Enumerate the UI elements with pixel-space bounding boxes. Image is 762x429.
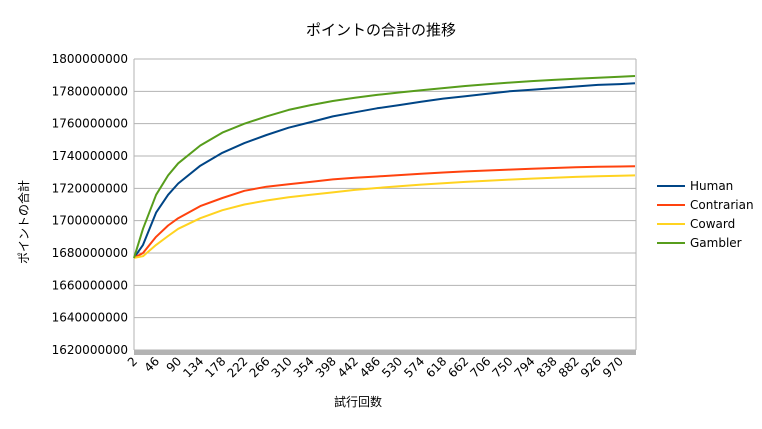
series-line-human [133,82,636,259]
x-tick-label: 486 [357,354,383,380]
legend-label-contrarian: Contrarian [690,198,754,212]
y-tick-label: 1780000000 [52,84,128,98]
x-tick-label: 354 [291,354,317,380]
x-tick-label: 970 [600,354,626,380]
series-lines [133,75,636,259]
x-tick-label: 2 [125,354,140,369]
x-tick-label: 134 [180,354,206,380]
y-tick-label: 1660000000 [52,278,128,292]
x-tick-label: 530 [379,354,405,380]
axes [133,59,637,355]
x-tick-label: 574 [401,354,427,380]
x-tick-label: 618 [423,354,449,380]
x-tick-label: 46 [142,354,163,375]
x-tick-label: 266 [247,354,273,380]
y-tick-labels: 1620000000 1640000000 1660000000 1680000000… [52,52,128,357]
x-tick-label: 178 [202,354,228,380]
x-axis-band [134,350,636,355]
chart-title: ポイントの合計の推移 [306,21,456,39]
x-axis-label: 試行回数 [334,394,382,409]
legend-label-coward: Coward [690,217,735,231]
y-tick-label: 1620000000 [52,343,128,357]
x-tick-label: 310 [269,354,295,380]
x-tick-label: 750 [490,354,516,380]
legend-label-gambler: Gambler [690,236,742,250]
x-tick-label: 706 [467,354,493,380]
y-tick-label: 1720000000 [52,181,128,195]
y-tick-label: 1640000000 [52,311,128,325]
y-tick-label: 1760000000 [52,117,128,131]
x-tick-label: 398 [313,354,339,380]
x-tick-label: 882 [556,354,582,380]
y-tick-label: 1700000000 [52,214,128,228]
series-line-coward [133,174,636,259]
x-tick-label: 838 [534,354,560,380]
x-tick-label: 222 [224,354,250,380]
x-tick-label: 926 [578,354,604,380]
series-line-gambler [133,75,636,259]
y-tick-label: 1740000000 [52,149,128,163]
grid-lines [134,58,636,351]
x-tick-labels: 2 46 9013417822226631035439844248653057461… [125,354,626,380]
x-tick-label: 794 [512,354,538,380]
x-tick-label: 442 [335,354,361,380]
y-tick-label: 1800000000 [52,52,128,66]
legend: Human Contrarian Coward Gambler [657,179,754,250]
series-line-contrarian [133,165,636,259]
x-tick-label: 662 [445,354,471,380]
y-tick-label: 1680000000 [52,246,128,260]
y-axis-label: ポイントの合計 [16,180,31,264]
legend-label-human: Human [690,179,733,193]
